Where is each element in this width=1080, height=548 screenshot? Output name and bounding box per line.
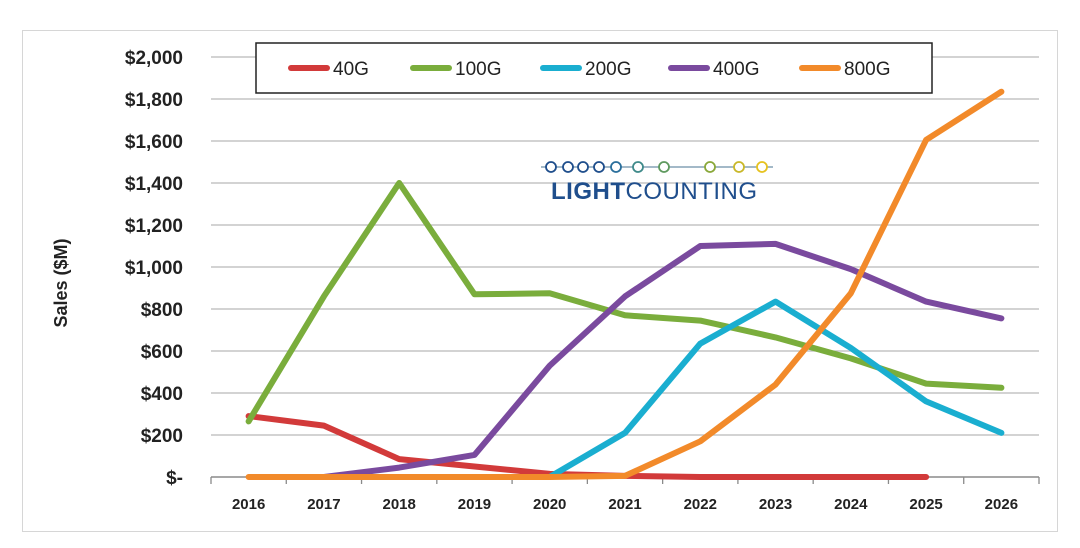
legend-label-800g: 800G bbox=[844, 59, 890, 80]
y-tick-label: $400 bbox=[141, 384, 183, 405]
legend-label-40g: 40G bbox=[333, 59, 369, 80]
chart-frame: $- $200 $400 $600 $800 $1,000 $1,200 $1,400 $1,6… bbox=[22, 30, 1058, 532]
x-tick-label: 2020 bbox=[533, 496, 566, 513]
series-line-800g bbox=[245, 88, 1005, 480]
series-line-200g bbox=[546, 298, 1005, 480]
brand-dot bbox=[658, 161, 670, 173]
svg-text:LIGHTCOUNTING: LIGHTCOUNTING bbox=[551, 178, 758, 205]
y-tick-label: $1,200 bbox=[125, 216, 183, 237]
y-tick-labels: $- $200 $400 $600 $800 $1,000 $1,200 $1,400 $1,6… bbox=[125, 48, 183, 489]
brand-logo: LIGHTCOUNTING bbox=[541, 161, 773, 205]
y-axis-label: Sales ($M) bbox=[51, 238, 71, 327]
x-tick-label: 2018 bbox=[382, 496, 415, 513]
y-tick-label: $1,000 bbox=[125, 258, 183, 279]
brand-dot bbox=[562, 161, 574, 173]
legend-label-200g: 200G bbox=[585, 59, 631, 80]
y-tick-label: $- bbox=[166, 468, 183, 489]
series-lines bbox=[245, 88, 1005, 480]
brand-dot bbox=[545, 161, 557, 173]
legend: 40G 100G 200G 400G 800G bbox=[255, 42, 933, 94]
y-tick-label: $1,800 bbox=[125, 90, 183, 111]
y-tick-label: $2,000 bbox=[125, 48, 183, 69]
x-tick-label: 2017 bbox=[307, 496, 340, 513]
brand-dot bbox=[756, 161, 768, 173]
legend-label-100g: 100G bbox=[455, 59, 501, 80]
x-tick-label: 2023 bbox=[759, 496, 792, 513]
line-chart: $- $200 $400 $600 $800 $1,000 $1,200 $1,400 $1,6… bbox=[51, 42, 1040, 513]
brand-dot bbox=[593, 161, 605, 173]
y-tick-label: $1,400 bbox=[125, 174, 183, 195]
x-tick-label: 2021 bbox=[608, 496, 641, 513]
y-tick-label: $1,600 bbox=[125, 132, 183, 153]
x-tick-label: 2022 bbox=[684, 496, 717, 513]
x-tick-label: 2024 bbox=[834, 496, 868, 513]
brand-name-rest: COUNTING bbox=[626, 178, 758, 205]
brand-dot bbox=[733, 161, 745, 173]
series-line-400g bbox=[320, 240, 1005, 480]
x-tick-label: 2019 bbox=[458, 496, 491, 513]
y-tick-label: $200 bbox=[141, 426, 183, 447]
brand-dot bbox=[610, 161, 622, 173]
x-tick-labels: 2016 2017 2018 2019 2020 2021 2022 2023 2024 2025… bbox=[232, 496, 1018, 513]
brand-dot bbox=[577, 161, 589, 173]
x-tick-label: 2026 bbox=[985, 496, 1018, 513]
brand-dot bbox=[704, 161, 716, 173]
brand-dots-icon bbox=[541, 161, 773, 173]
legend-label-400g: 400G bbox=[713, 59, 759, 80]
brand-dot bbox=[632, 161, 644, 173]
brand-name-bold: LIGHT bbox=[551, 178, 626, 205]
y-tick-label: $600 bbox=[141, 342, 183, 363]
series-line-40g bbox=[245, 413, 930, 480]
x-tick-label: 2016 bbox=[232, 496, 265, 513]
x-tick-label: 2025 bbox=[909, 496, 942, 513]
y-tick-label: $800 bbox=[141, 300, 183, 321]
